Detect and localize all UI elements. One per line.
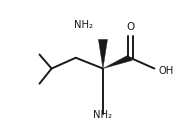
Text: O: O	[126, 22, 134, 32]
Text: OH: OH	[158, 66, 173, 76]
Text: NH₂: NH₂	[74, 20, 93, 30]
Polygon shape	[98, 39, 107, 69]
Polygon shape	[103, 55, 132, 69]
Text: NH₂: NH₂	[93, 110, 113, 120]
